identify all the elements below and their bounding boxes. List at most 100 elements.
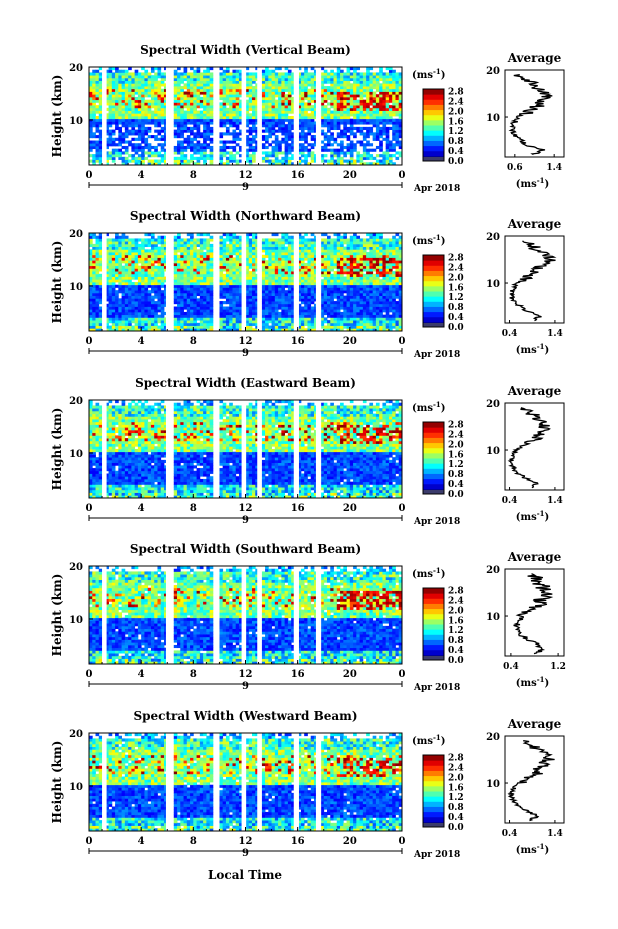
heatmap-cell (161, 119, 165, 122)
heatmap-cell (131, 78, 135, 81)
heatmap-cell (184, 111, 188, 114)
heatmap-cell (174, 236, 178, 239)
heatmap-cell (190, 249, 194, 252)
heatmap-cell (177, 312, 181, 315)
heatmap-cell (138, 315, 142, 318)
heatmap-cell (177, 149, 181, 152)
heatmap-cell (219, 279, 223, 282)
heatmap-cell (265, 296, 269, 299)
heatmap-cell (109, 116, 113, 119)
heatmap-cell (154, 266, 158, 269)
heatmap-cell (200, 121, 204, 124)
heatmap-cell (151, 135, 155, 138)
heatmap-cell (219, 241, 223, 244)
heatmap-cell (109, 282, 113, 285)
heatmap-cell (337, 154, 341, 157)
heatmap-cell (343, 116, 347, 119)
heatmap-cell (184, 274, 188, 277)
heatmap-cell (281, 296, 285, 299)
heatmap-cell (304, 282, 308, 285)
heatmap-cell (232, 86, 236, 89)
heatmap-cell (265, 141, 269, 144)
heatmap-cell (301, 247, 305, 250)
heatmap-cell (268, 113, 272, 116)
heatmap-cell (96, 143, 100, 146)
heatmap-cell (301, 271, 305, 274)
heatmap-cell (141, 307, 145, 310)
heatmap-cell (327, 78, 331, 81)
heatmap-cell (337, 89, 341, 92)
heatmap-cell (138, 105, 142, 108)
heatmap-cell (138, 309, 142, 312)
heatmap-cell (187, 271, 191, 274)
heatmap-cell (275, 111, 279, 114)
heatmap-cell (190, 105, 194, 108)
heatmap-cell (151, 97, 155, 100)
heatmap-cell (288, 268, 292, 271)
heatmap-cell (281, 92, 285, 95)
heatmap-cell (157, 70, 161, 73)
heatmap-cell (229, 279, 233, 282)
heatmap-cell (249, 244, 253, 247)
heatmap-cell (249, 149, 253, 152)
heatmap-cell (392, 113, 396, 116)
heatmap-cell (288, 296, 292, 299)
heatmap-cell (389, 97, 393, 100)
heatmap-cell (272, 263, 276, 266)
heatmap-cell (99, 86, 103, 89)
heatmap-cell (99, 92, 103, 95)
heatmap-cell (115, 309, 119, 312)
heatmap-cell (193, 105, 197, 108)
heatmap-cell (334, 83, 338, 86)
heatmap-cell (180, 258, 184, 261)
heatmap-cell (193, 320, 197, 323)
heatmap-cell (229, 75, 233, 78)
heatmap-cell (337, 317, 341, 320)
heatmap-cell (340, 157, 344, 160)
heatmap-cell (187, 72, 191, 75)
heatmap-cell (109, 315, 113, 318)
heatmap-cell (330, 124, 334, 127)
heatmap-cell (327, 258, 331, 261)
heatmap-cell (180, 271, 184, 274)
heatmap-cell (161, 282, 165, 285)
heatmap-cell (180, 279, 184, 282)
heatmap-cell (252, 100, 256, 103)
heatmap-cell (307, 271, 311, 274)
heatmap-cell (131, 130, 135, 133)
heatmap-cell (131, 255, 135, 258)
heatmap-cell (327, 312, 331, 315)
heatmap-cell (373, 132, 377, 135)
heatmap-cell (223, 263, 227, 266)
heatmap-cell (343, 94, 347, 97)
heatmap-cell (141, 279, 145, 282)
colorbar-tick-label: 2.0 (448, 107, 464, 117)
heatmap-cell (112, 268, 116, 271)
heatmap-cell (190, 116, 194, 119)
heatmap-cell (262, 130, 266, 133)
heatmap-cell (174, 293, 178, 296)
heatmap-cell (151, 282, 155, 285)
heatmap-cell (232, 271, 236, 274)
heatmap-cell (337, 149, 341, 152)
heatmap-cell (92, 97, 96, 100)
heatmap-cell (141, 75, 145, 78)
heatmap-cell (373, 102, 377, 105)
heatmap-cell (157, 111, 161, 114)
heatmap-cell (131, 249, 135, 252)
heatmap-cell (249, 296, 253, 299)
heatmap-cell (268, 92, 272, 95)
heatmap-cell (118, 154, 122, 157)
heatmap-cell (89, 282, 93, 285)
heatmap-cell (219, 268, 223, 271)
heatmap-cell (347, 143, 351, 146)
heatmap-cell (226, 157, 230, 160)
heatmap-cell (288, 81, 292, 84)
heatmap-cell (138, 132, 142, 135)
heatmap-cell (278, 75, 282, 78)
heatmap-cell (157, 296, 161, 299)
colorbar-tick-label: 0.4 (448, 147, 464, 157)
heatmap-cell (112, 81, 116, 84)
heatmap-cell (200, 290, 204, 293)
heatmap-cell (265, 121, 269, 124)
